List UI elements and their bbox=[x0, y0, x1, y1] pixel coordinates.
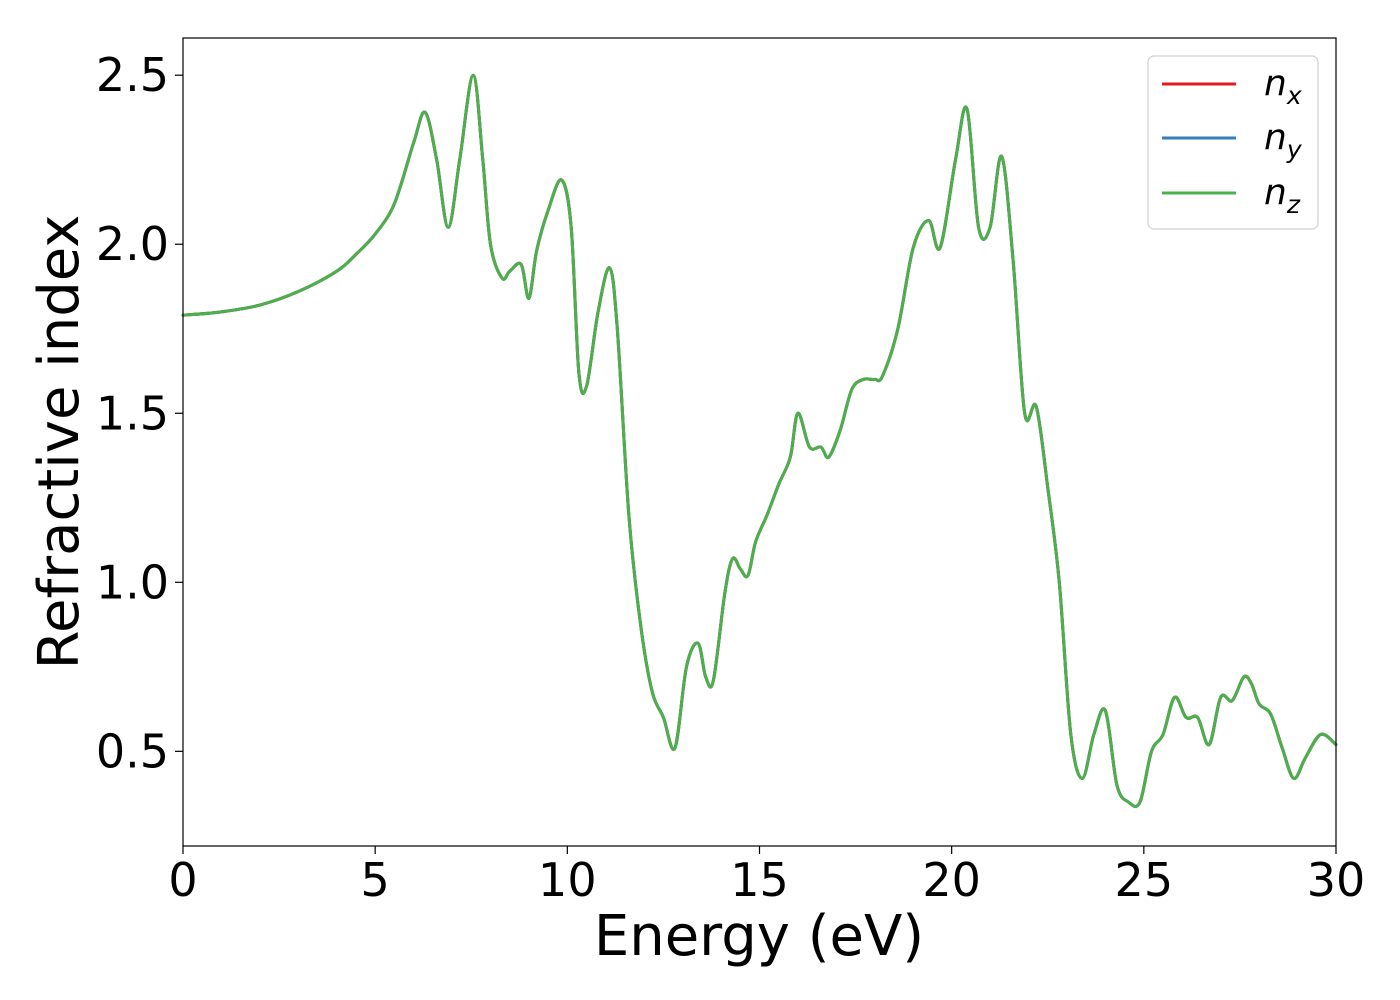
legend-label-base: n bbox=[1264, 117, 1287, 158]
legend-label-n-y: ny bbox=[1264, 117, 1303, 164]
legend-box bbox=[1147, 55, 1319, 230]
y-tick-label: 1.5 bbox=[96, 386, 169, 440]
legend-label-n-z: nz bbox=[1264, 172, 1301, 219]
x-tick-label: 30 bbox=[1307, 853, 1366, 907]
legend-label-base: n bbox=[1264, 172, 1287, 213]
y-axis-label: Refractive index bbox=[27, 215, 92, 670]
legend-label-subscript: x bbox=[1286, 81, 1302, 110]
x-tick-label: 15 bbox=[730, 853, 789, 907]
x-tick-label: 10 bbox=[538, 853, 597, 907]
x-tick-label: 20 bbox=[922, 853, 981, 907]
y-tick-label: 1.0 bbox=[96, 555, 169, 609]
x-axis-ticks: 0 5 10 15 20 25 30 bbox=[168, 846, 1365, 907]
y-tick-label: 2.5 bbox=[96, 48, 169, 102]
series-line-n-z bbox=[181, 73, 1338, 808]
y-tick-label: 2.0 bbox=[96, 217, 169, 271]
series-layer bbox=[181, 73, 1338, 808]
x-tick-label: 0 bbox=[168, 853, 197, 907]
legend-label-subscript: z bbox=[1286, 190, 1301, 219]
x-tick-label: 25 bbox=[1115, 853, 1174, 907]
legend-label-base: n bbox=[1264, 63, 1287, 104]
x-tick-label: 5 bbox=[361, 853, 390, 907]
legend-label-subscript: y bbox=[1286, 135, 1303, 164]
legend-label-n-x: nx bbox=[1264, 63, 1302, 110]
y-tick-label: 0.5 bbox=[96, 724, 169, 778]
y-axis-ticks: 0.5 1.0 1.5 2.0 2.5 bbox=[96, 48, 183, 778]
x-axis-label: Energy (eV) bbox=[594, 904, 924, 969]
